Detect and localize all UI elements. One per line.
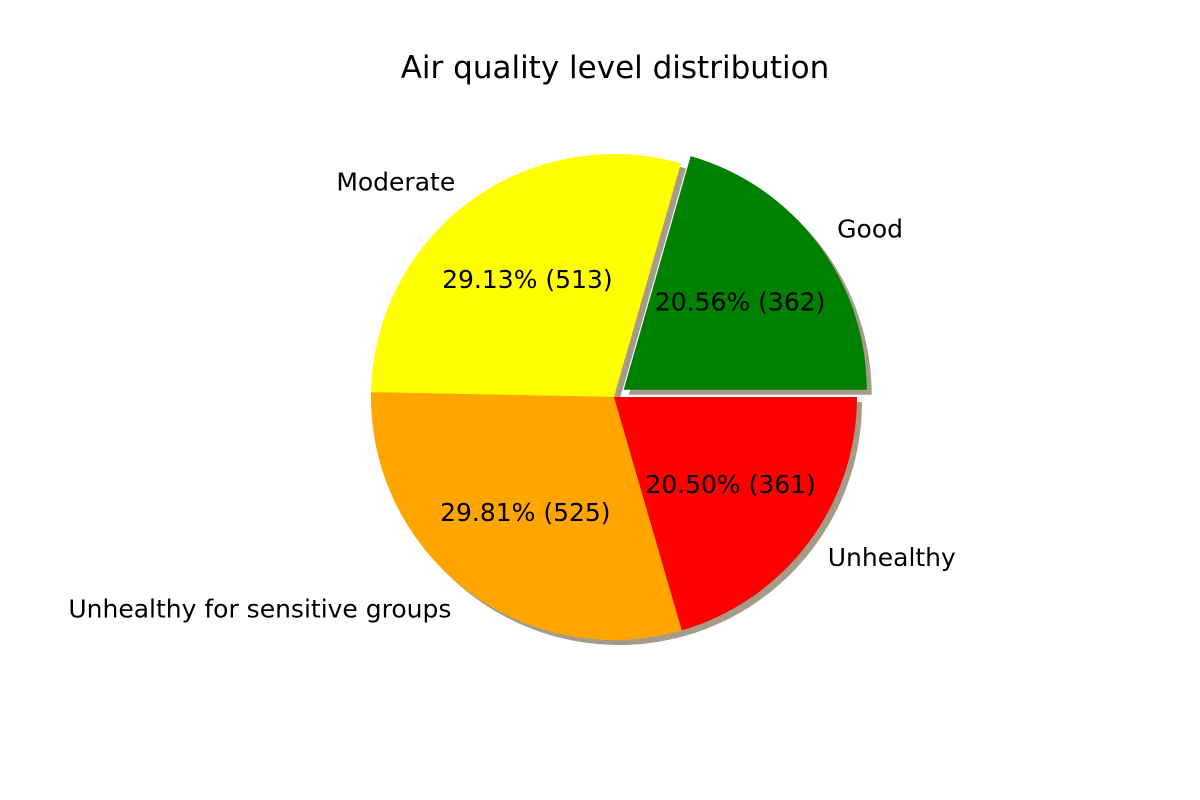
slice-labels: Good 20.56% (362) Moderate 29.13% (513) Unhe…	[68, 167, 956, 623]
slice-unhealthy	[614, 397, 857, 631]
slice-percent-unhealthy-for-sensitive-groups: 29.81% (525)	[440, 498, 611, 527]
slice-moderate	[371, 154, 681, 397]
slice-unhealthy-for-sensitive-groups	[371, 392, 682, 640]
slice-label-moderate: Moderate	[336, 167, 455, 196]
slice-good	[623, 156, 867, 390]
chart-title: Air quality level distribution	[401, 50, 830, 86]
slice-percent-unhealthy: 20.50% (361)	[645, 470, 816, 499]
slices	[371, 154, 867, 640]
slice-percent-good: 20.56% (362)	[655, 287, 826, 316]
slice-label-good: Good	[837, 214, 903, 243]
slice-percent-moderate: 29.13% (513)	[442, 265, 613, 294]
slice-label-unhealthy-for-sensitive-groups: Unhealthy for sensitive groups	[68, 595, 451, 624]
slice-label-unhealthy: Unhealthy	[828, 543, 956, 572]
